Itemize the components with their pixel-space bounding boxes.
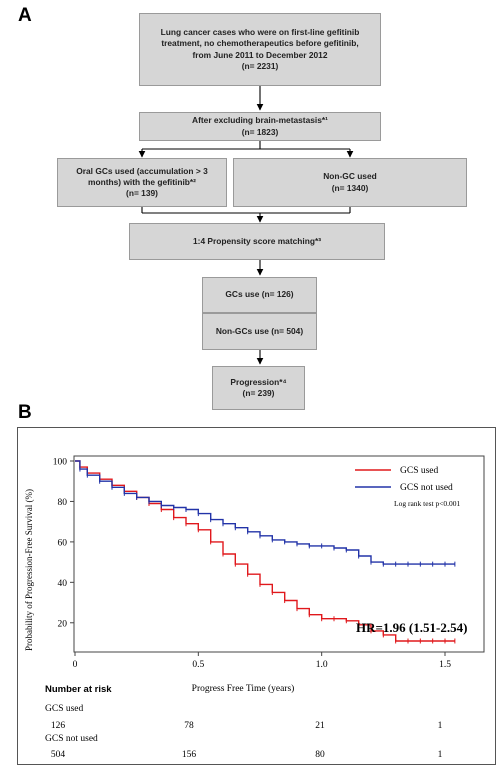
legend-note-logrank: Log rank test p<0.001 [394,499,461,508]
box-progression-line-2: (n= 239) [242,388,275,398]
box-cohort: Lung cancer cases who were on first-line… [139,13,381,86]
x-axis-label: Progress Free Time (years) [192,683,295,694]
box-exclusion-line-2: (n= 1823) [241,126,279,137]
box-matching-line-1: 1:4 Propensity score matching*³ [193,235,321,246]
box-matching: 1:4 Propensity score matching*³ [129,223,385,260]
curve-gcs-used [75,460,455,642]
box-cohort-line-1: Lung cancer cases who were on first-line… [160,27,360,38]
risk-gcs-used-t0-5: 78 [184,721,194,731]
box-cohort-line-4: (n= 2231) [241,60,279,71]
box-non-gc-used-line-2: (n= 1340) [331,182,369,193]
risk-row-label-gcs-not-used: GCS not used [45,734,98,744]
survival-chart: Probability of Progression-Free Survival… [24,455,485,760]
box-progression: Progression*⁴ (n= 239) [212,366,305,410]
risk-row-label-gcs-used: GCS used [45,704,84,714]
risk-gcs-not-used-t0-5: 156 [182,750,197,760]
box-non-gc-used: Non-GC used (n= 1340) [233,158,467,207]
survival-curves [75,460,456,644]
box-exclusion-line-1: After excluding brain-metastasis*¹ [192,115,328,126]
box-cohort-line-3: from June 2011 to December 2012 [192,49,328,60]
box-exclusion: After excluding brain-metastasis*¹ (n= 1… [139,112,381,141]
y-tick-label: 20 [58,619,68,629]
legend: GCS used GCS not used Log rank test p<0.… [355,466,461,508]
y-tick-label: 80 [58,498,68,508]
box-non-gc-used-line-1: Non-GC used [323,171,377,182]
box-gcs-use-line-1: GCs use (n= 126) [225,289,294,300]
risk-gcs-not-used-t1-5: 1 [438,750,443,760]
panel-a-letter: A [18,5,32,26]
curve-gcs-not-used [75,460,455,565]
risk-gcs-used-t1-5: 1 [438,721,443,731]
x-tick-label: 1.5 [439,660,451,670]
x-tick-label: 1.0 [316,660,328,670]
box-non-gcs-use: Non-GCs use (n= 504) [202,313,317,350]
y-tick-label: 60 [58,538,68,548]
legend-label-gcs-not-used: GCS not used [400,483,453,493]
plot-frame [73,455,485,653]
box-non-gcs-use-line-1: Non-GCs use (n= 504) [215,325,304,336]
box-gc-used-line-1: Oral GCs used (accumulation > 3 [76,165,208,176]
risk-gcs-used-t1-0: 21 [315,721,325,731]
risk-table: Number at risk GCS used 126 78 21 1 GCS … [45,684,443,760]
legend-label-gcs-used: GCS used [400,466,439,476]
y-axis-label: Probability of Progression-Free Survival… [24,489,34,651]
box-gcs-use: GCs use (n= 126) [202,277,317,313]
box-gc-used-line-3: (n= 139) [126,188,158,199]
panel-b-letter: B [18,402,32,423]
box-gc-used-line-2: months) with the gefitinib*² [88,176,196,187]
risk-gcs-not-used-t1-0: 80 [315,750,325,760]
box-gc-used: Oral GCs used (accumulation > 3 months) … [57,158,227,207]
axes-ticks: 20 40 60 80 100 0 0.5 1.0 1.5 [53,458,451,671]
y-tick-label: 40 [58,579,68,589]
box-progression-line-1: Progression*⁴ [230,376,287,387]
survival-figure: Probability of Progression-Free Survival… [17,427,496,765]
box-cohort-line-2: treatment, no chemotherapeutics before g… [161,38,359,49]
risk-gcs-not-used-t0: 504 [51,750,66,760]
x-tick-label: 0 [73,660,78,670]
risk-table-title: Number at risk [45,684,112,695]
hazard-ratio-label: HR=1.96 (1.51-2.54) [356,620,467,635]
x-tick-label: 0.5 [192,660,204,670]
risk-gcs-used-t0: 126 [51,721,66,731]
flow-connectors [138,86,354,365]
y-tick-label: 100 [53,458,68,468]
